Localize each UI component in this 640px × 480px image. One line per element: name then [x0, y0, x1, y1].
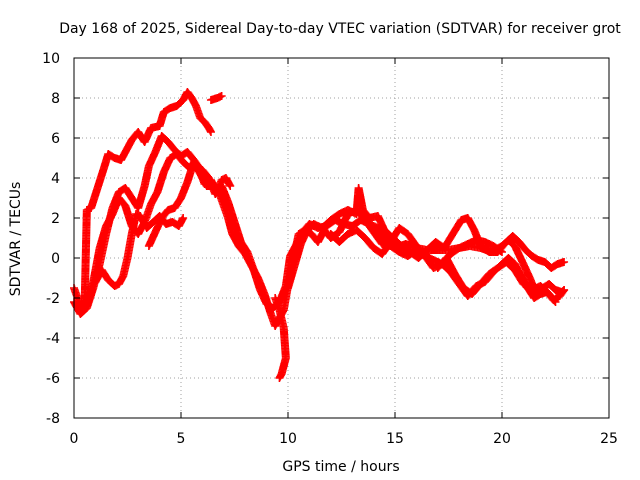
series-track-6	[271, 294, 290, 382]
data-point	[550, 296, 559, 305]
data-point	[496, 247, 505, 256]
series-track-1b	[206, 92, 226, 104]
data-point	[206, 128, 215, 136]
series-track-8	[326, 224, 506, 272]
y-tick-label: -4	[46, 331, 60, 347]
series-track-4	[91, 210, 188, 290]
x-tick-label: 25	[600, 431, 618, 447]
x-tick-label: 0	[70, 431, 79, 447]
x-axis-label: GPS time / hours	[282, 459, 399, 475]
x-tick-label: 10	[279, 431, 297, 447]
x-tick-label: 5	[177, 431, 186, 447]
y-tick-label: -8	[46, 411, 60, 427]
series-track-1	[70, 88, 215, 310]
data-points	[70, 88, 569, 382]
y-tick-label: 8	[51, 91, 60, 107]
data-point	[226, 182, 235, 190]
data-point	[179, 214, 188, 222]
y-tick-label: 0	[51, 251, 60, 267]
y-tick-label: 10	[42, 51, 60, 67]
x-axis-tick-labels: 0 5 10 15 20 25	[70, 431, 618, 447]
plot-area-frame	[73, 57, 610, 419]
x-tick-label: 15	[386, 431, 404, 447]
axis-ticks	[73, 57, 610, 419]
data-point	[275, 374, 284, 382]
y-tick-label: 6	[51, 131, 60, 147]
x-tick-label: 20	[493, 431, 511, 447]
data-point	[498, 248, 506, 256]
data-point	[551, 298, 560, 306]
y-tick-label: -6	[46, 371, 60, 387]
data-point	[560, 258, 569, 266]
y-axis-tick-labels: -8 -6 -4 -2 0 2 4 6 8 10	[42, 51, 60, 427]
data-point	[560, 286, 569, 294]
series-track-9	[433, 254, 560, 306]
y-tick-label: 2	[51, 211, 60, 227]
y-tick-label: -2	[46, 291, 60, 307]
data-point	[559, 287, 568, 296]
data-point	[217, 92, 226, 100]
chart-title: Day 168 of 2025, Sidereal Day-to-day VTE…	[59, 21, 621, 37]
y-axis-label: SDTVAR / TECUs	[8, 182, 24, 297]
y-tick-label: 4	[51, 171, 60, 187]
